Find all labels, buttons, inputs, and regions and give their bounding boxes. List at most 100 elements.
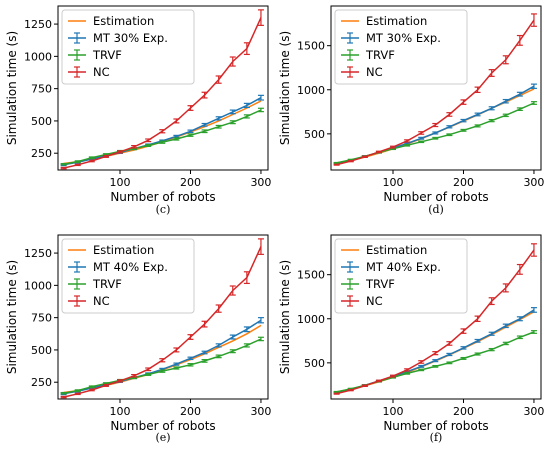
x-tick-label: 300 (523, 176, 544, 189)
x-tick-label: 200 (180, 405, 201, 418)
x-axis-label: Number of robots (110, 190, 215, 204)
panel-caption: (e) (155, 431, 170, 444)
legend-entry: TRVF (341, 277, 395, 291)
series-line (63, 109, 262, 165)
series-nc (333, 243, 537, 395)
x-tick-label: 100 (383, 176, 404, 189)
legend-box (334, 9, 468, 85)
legend-label: NC (366, 65, 383, 79)
y-tick-label: 500 (31, 344, 52, 357)
legend-label: Estimation (93, 14, 154, 28)
chart-panel-d: 100 200 300 500 1000 1500 Number of robots Simu… (278, 5, 544, 216)
x-tick-label: 300 (250, 405, 271, 418)
chart-panel-f: 100 200 300 500 1000 1500 Number of robots Simu… (278, 234, 544, 444)
legend-label: NC (93, 294, 110, 308)
series-line (63, 319, 262, 395)
legend-entry: NC (68, 294, 110, 308)
y-axis-label: Simulation time (s) (5, 260, 19, 374)
legend-entry: TRVF (68, 48, 122, 62)
series-trvf (60, 336, 264, 395)
chart-panel-c: 100 200 300 250 500 750 1000 1250 Number of robo… (5, 5, 271, 216)
legend: Estimation MT 40% Exp. TRVF NC (61, 238, 195, 314)
x-tick-label: 100 (383, 405, 404, 418)
y-tick-label: 750 (31, 312, 52, 325)
legend-entry: Estimation (341, 14, 427, 28)
plot-frame (57, 234, 269, 400)
legend-entry: NC (68, 65, 110, 79)
legend-entry: NC (341, 294, 383, 308)
y-axis-label: Simulation time (s) (278, 31, 292, 145)
series-mt-40-exp (60, 317, 264, 396)
legend-label: Estimation (93, 243, 154, 257)
legend: Estimation MT 30% Exp. TRVF NC (61, 9, 195, 85)
x-tick-label: 200 (453, 405, 474, 418)
x-tick-label: 100 (110, 176, 131, 189)
panel-caption: (f) (430, 431, 443, 444)
series-line (63, 338, 262, 394)
legend-label: TRVF (365, 277, 395, 291)
legend: Estimation MT 40% Exp. TRVF NC (334, 238, 468, 314)
x-tick-label: 200 (180, 176, 201, 189)
y-tick-label: 500 (31, 115, 52, 128)
legend-label: MT 30% Exp. (93, 31, 168, 45)
legend-box (61, 9, 195, 85)
plot-frame (330, 234, 542, 400)
y-tick-label: 1500 (297, 269, 325, 282)
legend-entry: Estimation (68, 14, 154, 28)
x-axis-label: Number of robots (383, 419, 488, 433)
plot-frame (330, 5, 542, 171)
legend-label: TRVF (92, 277, 122, 291)
legend-label: MT 30% Exp. (366, 31, 441, 45)
legend-label: TRVF (92, 48, 122, 62)
y-tick-label: 1250 (24, 18, 52, 31)
x-tick-label: 300 (250, 176, 271, 189)
y-tick-label: 1000 (297, 313, 325, 326)
legend-entry: MT 40% Exp. (341, 260, 441, 274)
x-axis-label: Number of robots (383, 190, 488, 204)
series-nc (60, 9, 264, 170)
legend-label: MT 40% Exp. (93, 260, 168, 274)
legend-box (61, 238, 195, 314)
y-tick-label: 500 (304, 128, 325, 141)
plot-frame (57, 5, 269, 171)
legend-label: NC (366, 294, 383, 308)
x-axis-label: Number of robots (110, 419, 215, 433)
legend-label: NC (93, 65, 110, 79)
legend: Estimation MT 30% Exp. TRVF NC (334, 9, 468, 85)
series-trvf (333, 101, 537, 164)
legend-label: Estimation (366, 243, 427, 257)
y-tick-label: 1000 (24, 50, 52, 63)
y-tick-label: 250 (31, 376, 52, 389)
legend-entry: Estimation (341, 243, 427, 257)
y-tick-label: 250 (31, 147, 52, 160)
series-nc (333, 13, 537, 166)
series-trvf (60, 107, 264, 166)
legend-entry: Estimation (68, 243, 154, 257)
x-tick-label: 100 (110, 405, 131, 418)
legend-label: Estimation (366, 14, 427, 28)
series-mt-40-exp (333, 307, 537, 394)
legend-entry: MT 40% Exp. (68, 260, 168, 274)
y-axis-label: Simulation time (s) (5, 31, 19, 145)
legend-entry: NC (341, 65, 383, 79)
legend-label: TRVF (365, 48, 395, 62)
legend-label: MT 40% Exp. (366, 260, 441, 274)
y-tick-label: 500 (304, 357, 325, 370)
y-tick-label: 1000 (24, 279, 52, 292)
x-tick-label: 300 (523, 405, 544, 418)
y-tick-label: 1500 (297, 40, 325, 53)
panel-caption: (d) (428, 203, 444, 216)
legend-entry: TRVF (68, 277, 122, 291)
y-tick-label: 1000 (297, 84, 325, 97)
y-tick-label: 750 (31, 83, 52, 96)
x-tick-label: 200 (453, 176, 474, 189)
panel-caption: (c) (156, 203, 171, 216)
series-nc (60, 238, 264, 399)
legend-box (334, 238, 468, 314)
legend-entry: MT 30% Exp. (68, 31, 168, 45)
legend-entry: TRVF (341, 48, 395, 62)
y-axis-label: Simulation time (s) (278, 260, 292, 374)
legend-entry: MT 30% Exp. (341, 31, 441, 45)
y-tick-label: 1250 (24, 247, 52, 260)
